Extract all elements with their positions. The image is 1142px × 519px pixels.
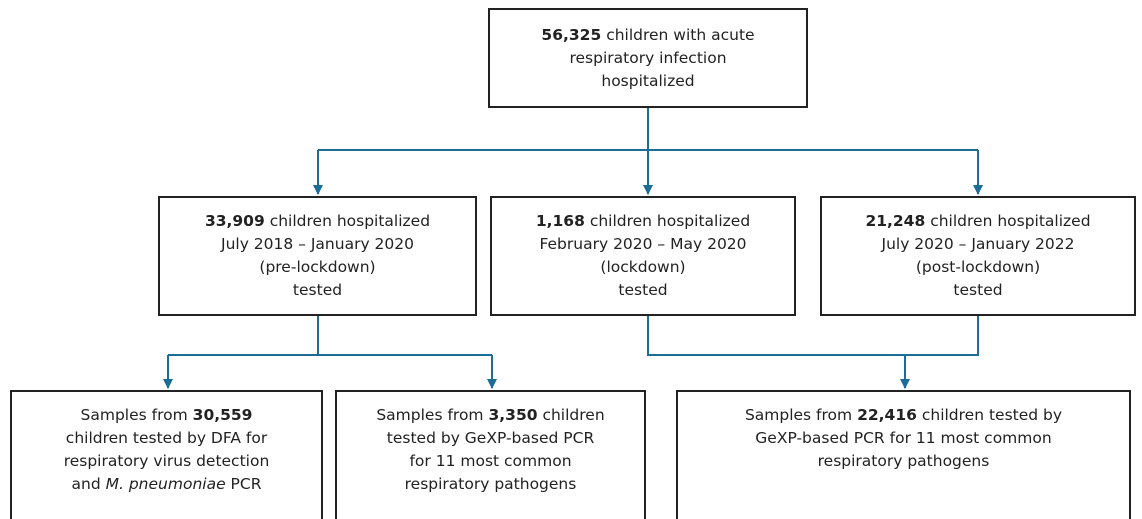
count: 1,168 <box>535 212 585 230</box>
line: July 2018 – January 2020 <box>221 235 414 253</box>
line: hospitalized <box>601 71 695 90</box>
count: 30,559 <box>192 406 253 424</box>
line: children tested by DFA for <box>65 429 268 447</box>
text: children hospitalized <box>589 212 751 230</box>
line: respiratory infection <box>569 48 727 67</box>
count: 21,248 <box>865 212 926 230</box>
text: Samples from <box>744 406 853 424</box>
connector <box>647 316 979 388</box>
text: children tested by <box>921 406 1063 424</box>
count: 3,350 <box>488 406 538 424</box>
count: 22,416 <box>857 406 917 424</box>
node: 1,168 children hospitalized February 202… <box>490 196 796 316</box>
line: February 2020 – May 2020 <box>539 235 747 253</box>
text: children hospitalized <box>930 212 1091 230</box>
arrows <box>163 108 983 389</box>
node: 56,325 children with acute respiratory i… <box>488 8 808 108</box>
line: tested <box>618 281 668 299</box>
line: (pre-lockdown) <box>259 258 376 276</box>
count: 33,909 <box>204 212 265 230</box>
text: PCR <box>230 475 262 493</box>
count: 56,325 <box>541 25 602 44</box>
line: respiratory pathogens <box>817 452 990 470</box>
node: Samples from 3,350 children tested by Ge… <box>335 390 646 519</box>
node: Samples from 30,559 children tested by D… <box>10 390 323 519</box>
line: 1,168 children hospitalized <box>536 210 750 233</box>
text: and <box>71 475 101 493</box>
line: respiratory pathogens <box>404 475 577 493</box>
line: and M. pneumoniae PCR <box>72 473 262 496</box>
line: 21,248 children hospitalized <box>865 210 1090 233</box>
line: (post-lockdown) <box>915 258 1041 276</box>
line: Samples from 30,559 <box>81 404 253 427</box>
text: children <box>542 406 605 424</box>
node: 33,909 children hospitalized July 2018 –… <box>158 196 477 316</box>
line: GeXP-based PCR for 11 most common <box>755 429 1052 447</box>
line: tested <box>292 281 343 299</box>
line: (lockdown) <box>600 258 686 276</box>
line: tested by GeXP-based PCR <box>386 429 595 447</box>
connector <box>318 108 978 151</box>
line: July 2020 – January 2022 <box>881 235 1075 253</box>
line: tested <box>953 281 1003 299</box>
species: M. pneumoniae <box>105 475 226 493</box>
line: for 11 most common <box>409 452 572 470</box>
text: children hospitalized <box>269 212 431 230</box>
line: 33,909 children hospitalized <box>205 210 430 233</box>
node: 21,248 children hospitalized July 2020 –… <box>820 196 1136 316</box>
line: 56,325 children with acute <box>541 24 754 47</box>
line: Samples from 22,416 children tested by <box>745 404 1062 427</box>
text: children with acute <box>606 25 755 44</box>
connector <box>168 316 492 356</box>
line: respiratory virus detection <box>63 452 270 470</box>
text: Samples from <box>80 406 188 424</box>
text: Samples from <box>376 406 484 424</box>
line: Samples from 3,350 children <box>376 404 604 427</box>
node: Samples from 22,416 children tested by G… <box>676 390 1131 519</box>
